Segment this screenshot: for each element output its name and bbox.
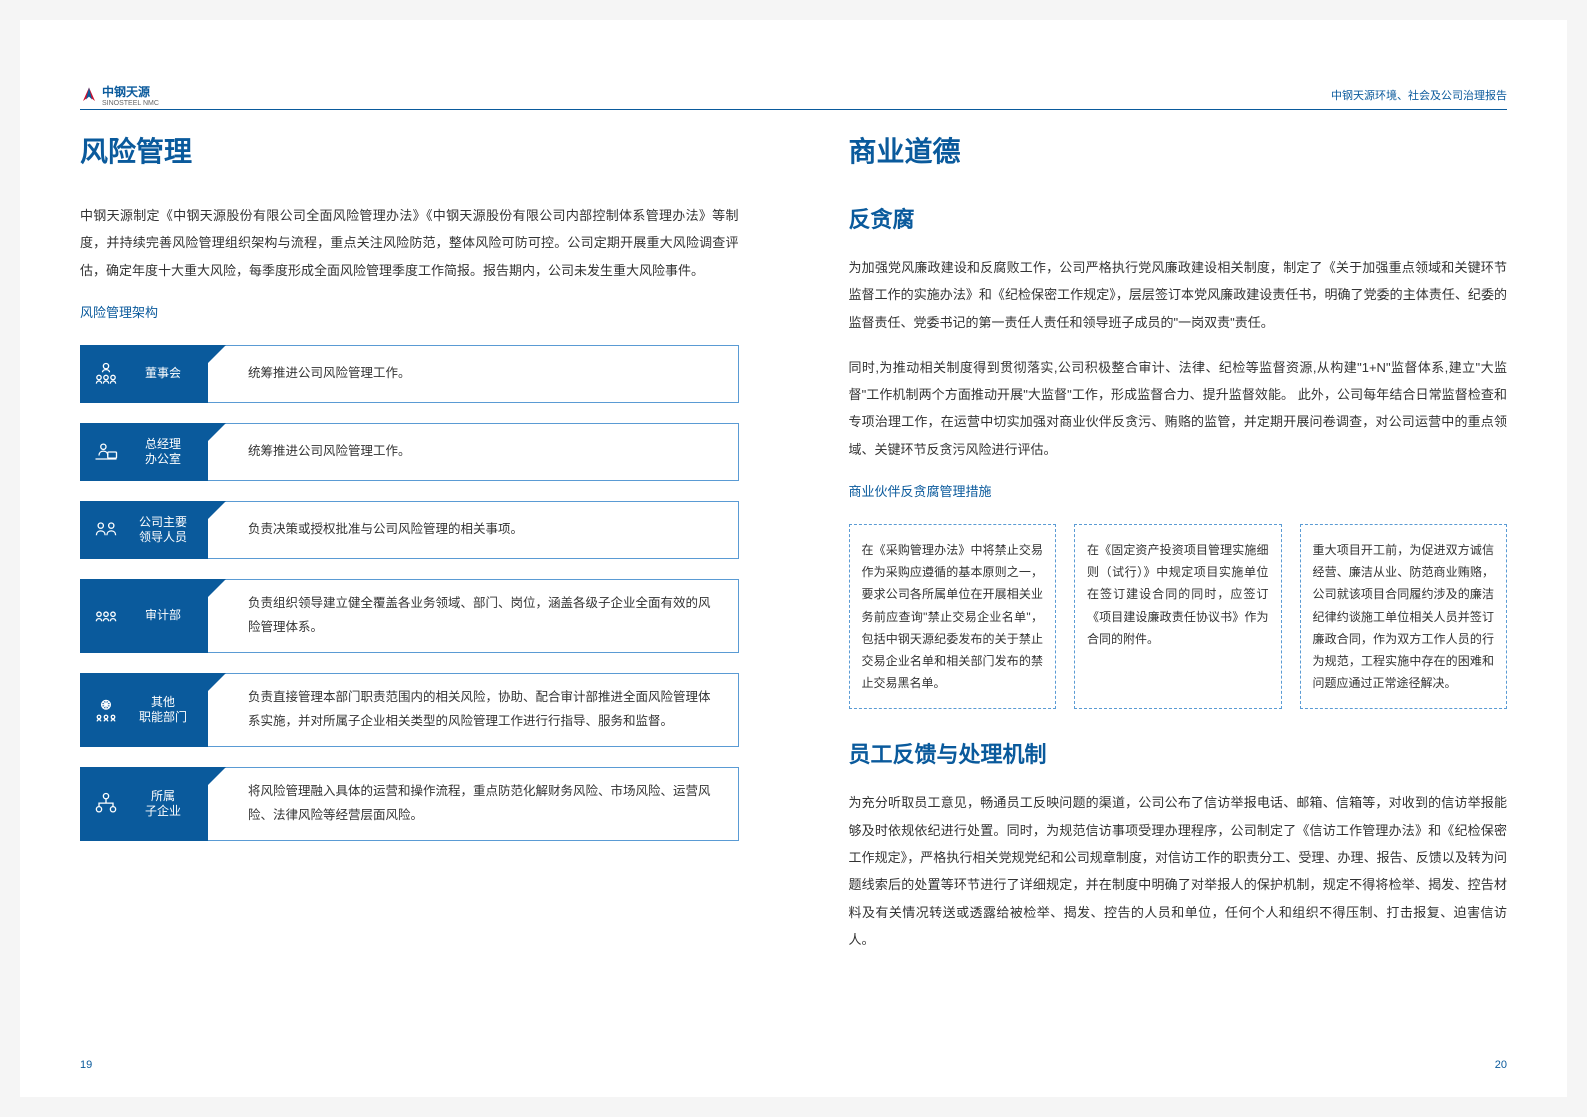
- logo-text-block: 中钢天源 SINOSTEEL NMC: [102, 83, 159, 107]
- org-item: 其他职能部门负责直接管理本部门职责范围内的相关风险，协助、配合审计部推进全面风险…: [80, 673, 739, 747]
- page-spread: 中钢天源 SINOSTEEL NMC 中钢天源环境、社会及公司治理报告 风险管理…: [20, 20, 1567, 1097]
- measures-row: 在《采购管理办法》中将禁止交易作为采购应遵循的基本原则之一，要求公司各所属单位在…: [849, 524, 1508, 709]
- right-column: 商业道德 反贪腐 为加强党风廉政建设和反腐败工作，公司严格执行党风廉政建设相关制…: [794, 80, 1508, 1067]
- org-name: 所属子企业: [130, 789, 196, 819]
- org-list: 董事会统筹推进公司风险管理工作。总经理办公室统筹推进公司风险管理工作。公司主要领…: [80, 345, 739, 841]
- org-label: 所属子企业: [80, 767, 208, 841]
- logo-icon: [80, 86, 98, 104]
- org-item: 公司主要领导人员负责决策或授权批准与公司风险管理的相关事项。: [80, 501, 739, 559]
- header-right: 中钢天源环境、社会及公司治理报告: [1331, 87, 1507, 103]
- section2-heading: 员工反馈与处理机制: [849, 737, 1508, 769]
- measure-box: 在《固定资产投资项目管理实施细则（试行）》中规定项目实施单位在签订建设合同的同时…: [1074, 524, 1282, 709]
- org-label: 审计部: [80, 579, 208, 653]
- org-label: 总经理办公室: [80, 423, 208, 481]
- left-column: 风险管理 中钢天源制定《中钢天源股份有限公司全面风险管理办法》《中钢天源股份有限…: [80, 80, 794, 1067]
- right-title: 商业道德: [849, 130, 1508, 170]
- section2-p1: 为充分听取员工意见，畅通员工反映问题的渠道，公司公布了信访举报电话、邮箱、信箱等…: [849, 789, 1508, 953]
- org-name: 审计部: [130, 608, 196, 623]
- board-icon: [92, 360, 120, 388]
- org-label: 董事会: [80, 345, 208, 403]
- dept-icon: [92, 696, 120, 724]
- org-item: 总经理办公室统筹推进公司风险管理工作。: [80, 423, 739, 481]
- logo: 中钢天源 SINOSTEEL NMC: [80, 83, 159, 107]
- org-desc: 统筹推进公司风险管理工作。: [208, 345, 739, 403]
- org-label: 公司主要领导人员: [80, 501, 208, 559]
- section1-p1: 为加强党风廉政建设和反腐败工作，公司严格执行党风廉政建设相关制度，制定了《关于加…: [849, 254, 1508, 336]
- header-bar: 中钢天源 SINOSTEEL NMC 中钢天源环境、社会及公司治理报告: [80, 80, 1507, 110]
- org-name: 董事会: [130, 366, 196, 381]
- org-item: 审计部负责组织领导建立健全覆盖各业务领域、部门、岗位，涵盖各级子企业全面有效的风…: [80, 579, 739, 653]
- org-desc: 统筹推进公司风险管理工作。: [208, 423, 739, 481]
- org-name: 公司主要领导人员: [130, 515, 196, 545]
- left-subhead: 风险管理架构: [80, 302, 739, 321]
- page-number-right: 20: [1495, 1059, 1507, 1071]
- left-intro: 中钢天源制定《中钢天源股份有限公司全面风险管理办法》《中钢天源股份有限公司内部控…: [80, 202, 739, 284]
- section1-p2: 同时,为推动相关制度得到贯彻落实,公司积极整合审计、法律、纪检等监督资源,从构建…: [849, 354, 1508, 463]
- org-desc: 负责决策或授权批准与公司风险管理的相关事项。: [208, 501, 739, 559]
- logo-cn: 中钢天源: [102, 83, 159, 100]
- measure-box: 在《采购管理办法》中将禁止交易作为采购应遵循的基本原则之一，要求公司各所属单位在…: [849, 524, 1057, 709]
- org-name: 其他职能部门: [130, 695, 196, 725]
- org-label: 其他职能部门: [80, 673, 208, 747]
- left-title: 风险管理: [80, 130, 739, 170]
- leaders-icon: [92, 516, 120, 544]
- office-icon: [92, 438, 120, 466]
- page-number-left: 19: [80, 1059, 92, 1071]
- audit-icon: [92, 602, 120, 630]
- org-name: 总经理办公室: [130, 437, 196, 467]
- org-item: 董事会统筹推进公司风险管理工作。: [80, 345, 739, 403]
- org-desc: 负责组织领导建立健全覆盖各业务领域、部门、岗位，涵盖各级子企业全面有效的风险管理…: [208, 579, 739, 653]
- org-desc: 负责直接管理本部门职责范围内的相关风险，协助、配合审计部推进全面风险管理体系实施…: [208, 673, 739, 747]
- sub-icon: [92, 790, 120, 818]
- section1-subhead: 商业伙伴反贪腐管理措施: [849, 481, 1508, 500]
- section1-heading: 反贪腐: [849, 202, 1508, 234]
- org-desc: 将风险管理融入具体的运营和操作流程，重点防范化解财务风险、市场风险、运营风险、法…: [208, 767, 739, 841]
- org-item: 所属子企业将风险管理融入具体的运营和操作流程，重点防范化解财务风险、市场风险、运…: [80, 767, 739, 841]
- measure-box: 重大项目开工前，为促进双方诚信经营、廉洁从业、防范商业贿赂，公司就该项目合同履约…: [1300, 524, 1508, 709]
- logo-en: SINOSTEEL NMC: [102, 100, 159, 107]
